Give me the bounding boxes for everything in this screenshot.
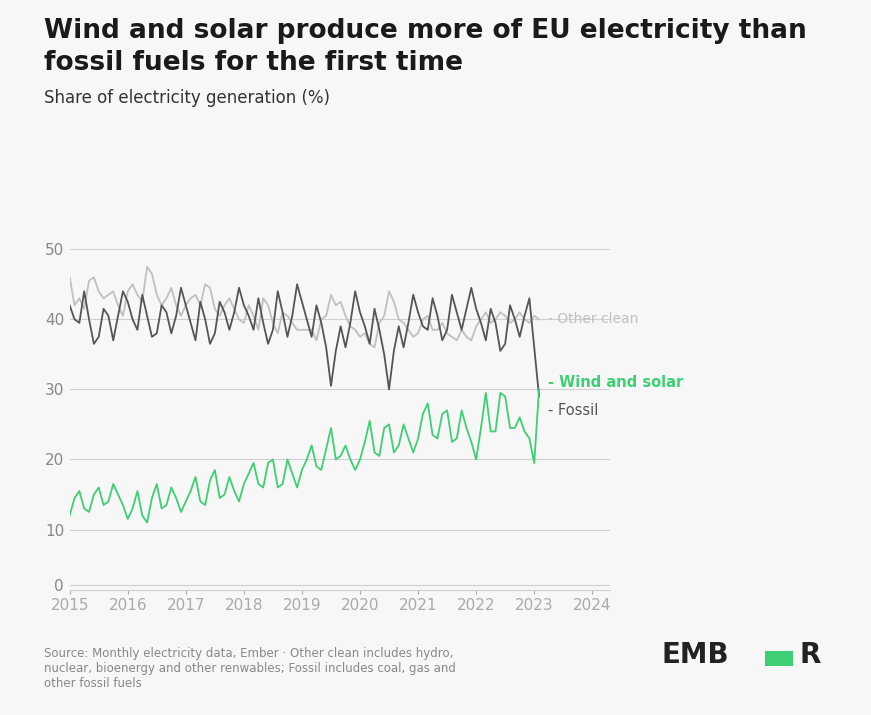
Text: - Other clean: - Other clean [548,312,638,326]
Text: R: R [800,641,821,669]
Text: Wind and solar produce more of EU electricity than: Wind and solar produce more of EU electr… [44,18,807,44]
Text: fossil fuels for the first time: fossil fuels for the first time [44,50,463,76]
Text: EMB: EMB [662,641,730,669]
Text: - Wind and solar: - Wind and solar [548,375,683,390]
Text: - Fossil: - Fossil [548,403,598,418]
Text: Source: Monthly electricity data, Ember · Other clean includes hydro,
nuclear, b: Source: Monthly electricity data, Ember … [44,647,456,690]
Text: Share of electricity generation (%): Share of electricity generation (%) [44,89,329,107]
